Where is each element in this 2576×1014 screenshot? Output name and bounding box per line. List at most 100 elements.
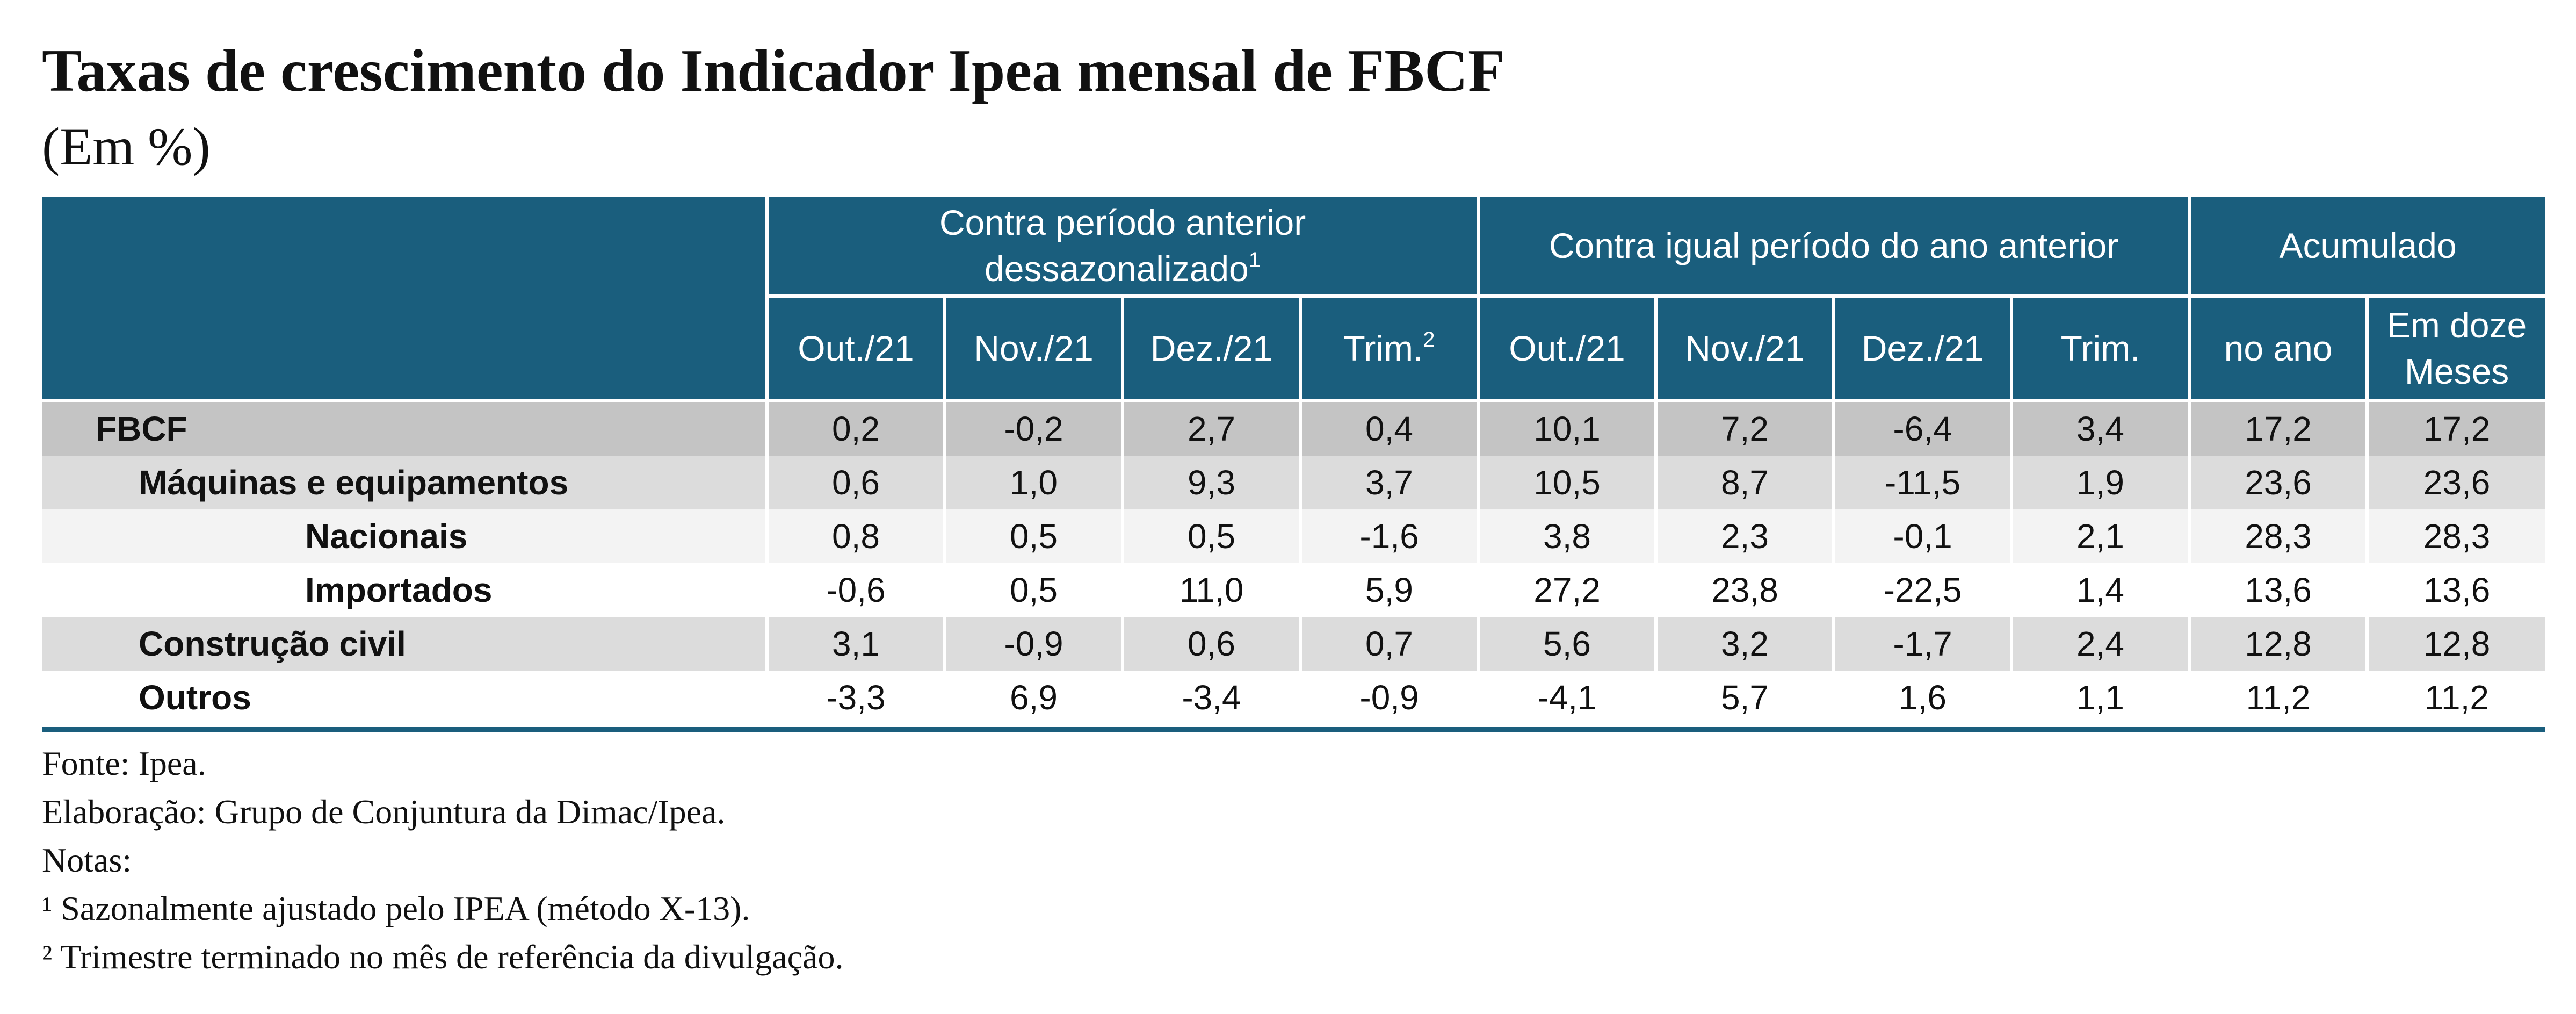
table-cell: 9,3	[1123, 456, 1302, 509]
table-cell: -0,9	[1300, 671, 1480, 724]
label-column-header	[42, 197, 769, 402]
col-header-g1-nov: Nov./21	[945, 296, 1124, 402]
table-cell: 8,7	[1656, 456, 1836, 509]
table-cell: 0,6	[1123, 617, 1302, 671]
table-cell: 27,2	[1478, 563, 1658, 617]
group-header-accumulated: Acumulado	[2189, 197, 2545, 298]
table-cell: -6,4	[1834, 400, 2014, 456]
table-cell: 3,1	[767, 617, 946, 671]
footnote-marker-1: 1	[1248, 248, 1261, 272]
table-cell: 1,9	[2011, 456, 2191, 509]
group-header-row: Contra período anterior dessazonalizado1…	[42, 197, 2545, 402]
row-label: Importados	[42, 563, 769, 617]
source-note: Fonte: Ipea.	[42, 744, 206, 782]
table-cell: 0,5	[1123, 509, 1302, 563]
footnote-marker-2: 2	[1423, 328, 1435, 351]
table-cell: -0,6	[767, 563, 946, 617]
table-cell: 11,2	[2367, 671, 2545, 724]
notes-label: Notas:	[42, 841, 132, 879]
col-header-twelve-months-line2: Meses	[2404, 351, 2509, 391]
row-label: Outros	[42, 671, 769, 724]
col-header-g2-dec: Dez./21	[1834, 296, 2014, 402]
table-cell: 12,8	[2189, 617, 2369, 671]
table-cell: 10,1	[1478, 400, 1658, 456]
table-cell: 28,3	[2367, 509, 2545, 563]
table-cell: 13,6	[2367, 563, 2545, 617]
table-cell: 23,8	[1656, 563, 1836, 617]
table-notes: Fonte: Ipea. Elaboração: Grupo de Conjun…	[42, 739, 843, 981]
table-body: FBCF 0,2 -0,2 2,7 0,4 10,1 7,2 -6,4 3,4 …	[42, 400, 2545, 724]
table-cell: 3,4	[2011, 400, 2191, 456]
group-header-previous-period: Contra período anterior dessazonalizado1	[767, 197, 1480, 298]
table-row-domestic: Nacionais 0,8 0,5 0,5 -1,6 3,8 2,3 -0,1 …	[42, 509, 2545, 563]
table-cell: 0,6	[767, 456, 946, 509]
col-header-year-to-date: no ano	[2189, 296, 2369, 402]
table-cell: 7,2	[1656, 400, 1836, 456]
col-header-g2-nov: Nov./21	[1656, 296, 1836, 402]
table-cell: -0,1	[1834, 509, 2014, 563]
table-cell: 0,4	[1300, 400, 1480, 456]
table-cell: 1,1	[2011, 671, 2191, 724]
col-header-g2-oct: Out./21	[1478, 296, 1658, 402]
table-cell: 10,5	[1478, 456, 1658, 509]
table-cell: 28,3	[2189, 509, 2369, 563]
table-cell: 0,5	[945, 563, 1124, 617]
row-label: Máquinas e equipamentos	[42, 456, 769, 509]
table-cell: 0,5	[945, 509, 1124, 563]
row-label: FBCF	[42, 400, 769, 456]
table-header: Contra período anterior dessazonalizado1…	[42, 197, 2545, 402]
row-label: Construção civil	[42, 617, 769, 671]
table-cell: -3,4	[1123, 671, 1302, 724]
table-cell: 5,6	[1478, 617, 1658, 671]
table-cell: 2,4	[2011, 617, 2191, 671]
table-cell: 2,7	[1123, 400, 1302, 456]
table-cell: 1,0	[945, 456, 1124, 509]
group-header-accumulated-label: Acumulado	[2279, 226, 2457, 265]
table-cell: 6,9	[945, 671, 1124, 724]
table-row-machines: Máquinas e equipamentos 0,6 1,0 9,3 3,7 …	[42, 456, 2545, 509]
table-cell: -1,6	[1300, 509, 1480, 563]
group-header-same-period-last-year: Contra igual período do ano anterior	[1478, 197, 2191, 298]
table-cell: -11,5	[1834, 456, 2014, 509]
fbcf-growth-table: Contra período anterior dessazonalizado1…	[42, 197, 2545, 724]
col-header-g1-oct: Out./21	[767, 296, 946, 402]
table-row-others: Outros -3,3 6,9 -3,4 -0,9 -4,1 5,7 1,6 1…	[42, 671, 2545, 724]
footnote-2: ² Trimestre terminado no mês de referênc…	[42, 938, 844, 976]
table-cell: -3,3	[767, 671, 946, 724]
table-cell: 5,9	[1300, 563, 1480, 617]
table-cell: 23,6	[2189, 456, 2369, 509]
table-cell: 23,6	[2367, 456, 2545, 509]
table-cell: 3,8	[1478, 509, 1658, 563]
table-bottom-rule	[42, 727, 2545, 732]
table-cell: 13,6	[2189, 563, 2369, 617]
table-row-imported: Importados -0,6 0,5 11,0 5,9 27,2 23,8 -…	[42, 563, 2545, 617]
footnote-1: ¹ Sazonalmente ajustado pelo IPEA (métod…	[42, 889, 750, 927]
table-cell: 0,8	[767, 509, 946, 563]
group-header-previous-period-line2: dessazonalizado	[985, 249, 1249, 289]
table-title: Taxas de crescimento do Indicador Ipea m…	[42, 38, 1505, 104]
table-row-construction: Construção civil 3,1 -0,9 0,6 0,7 5,6 3,…	[42, 617, 2545, 671]
table-cell: 2,3	[1656, 509, 1836, 563]
table-cell: 3,2	[1656, 617, 1836, 671]
col-header-g1-quarter-label: Trim.	[1343, 328, 1423, 368]
table-cell: 0,2	[767, 400, 946, 456]
elaboration-note: Elaboração: Grupo de Conjuntura da Dimac…	[42, 793, 726, 831]
table-cell: 11,2	[2189, 671, 2369, 724]
group-header-previous-period-line1: Contra período anterior	[939, 203, 1306, 242]
row-label: Nacionais	[42, 509, 769, 563]
table-cell: 2,1	[2011, 509, 2191, 563]
table-cell: 11,0	[1123, 563, 1302, 617]
col-header-g1-quarter: Trim.2	[1300, 296, 1480, 402]
table-subtitle: (Em %)	[42, 117, 211, 176]
table-cell: -22,5	[1834, 563, 2014, 617]
table-cell: 17,2	[2367, 400, 2545, 456]
col-header-g2-quarter: Trim.	[2011, 296, 2191, 402]
table-cell: -0,9	[945, 617, 1124, 671]
table-cell: 17,2	[2189, 400, 2369, 456]
table-cell: 0,7	[1300, 617, 1480, 671]
col-header-twelve-months-line1: Em doze	[2386, 305, 2527, 345]
table-cell: -4,1	[1478, 671, 1658, 724]
group-header-same-period-label: Contra igual período do ano anterior	[1549, 226, 2119, 265]
table-cell: 3,7	[1300, 456, 1480, 509]
table-cell: -1,7	[1834, 617, 2014, 671]
